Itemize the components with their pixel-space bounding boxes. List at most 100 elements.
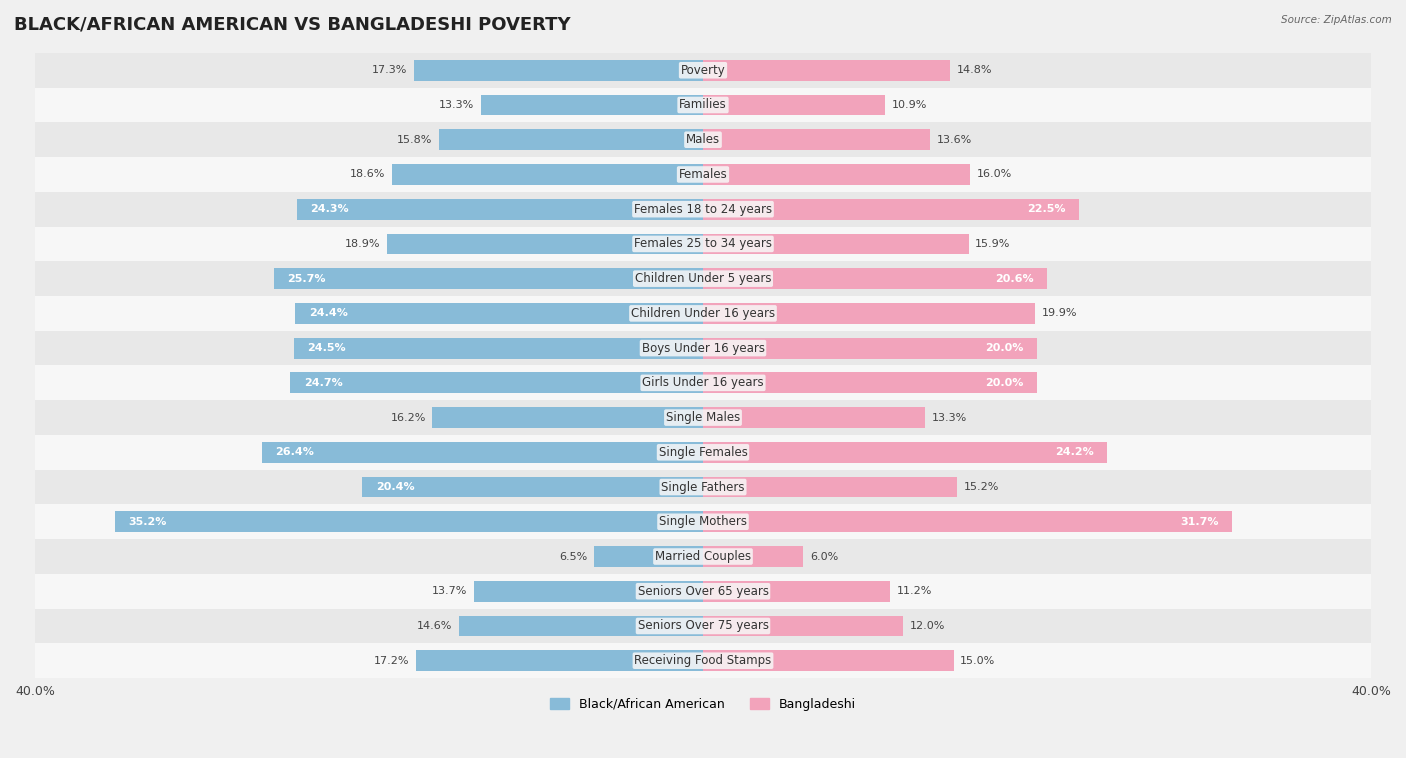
Bar <box>413 60 703 80</box>
Text: Females: Females <box>679 168 727 181</box>
Text: 15.0%: 15.0% <box>960 656 995 666</box>
Bar <box>363 477 703 497</box>
Bar <box>703 512 1233 532</box>
Text: 13.3%: 13.3% <box>932 412 967 422</box>
Bar <box>35 574 1371 609</box>
Text: Children Under 16 years: Children Under 16 years <box>631 307 775 320</box>
Bar <box>703 650 953 671</box>
Text: 15.2%: 15.2% <box>963 482 998 492</box>
Text: 24.7%: 24.7% <box>304 377 343 388</box>
Text: Families: Families <box>679 99 727 111</box>
Bar <box>703 60 950 80</box>
Bar <box>439 130 703 150</box>
Text: 16.0%: 16.0% <box>977 170 1012 180</box>
Bar <box>35 330 1371 365</box>
Bar <box>703 546 803 567</box>
Bar <box>291 372 703 393</box>
Bar <box>35 609 1371 644</box>
Text: 18.9%: 18.9% <box>344 239 381 249</box>
Text: 14.8%: 14.8% <box>957 65 993 75</box>
Legend: Black/African American, Bangladeshi: Black/African American, Bangladeshi <box>546 693 860 716</box>
Bar <box>294 338 703 359</box>
Text: 15.8%: 15.8% <box>396 135 433 145</box>
Text: 13.7%: 13.7% <box>432 586 468 597</box>
Bar <box>703 268 1047 289</box>
Bar <box>474 581 703 602</box>
Text: Seniors Over 65 years: Seniors Over 65 years <box>637 584 769 598</box>
Text: 13.6%: 13.6% <box>936 135 972 145</box>
Text: 20.0%: 20.0% <box>986 343 1024 353</box>
Bar <box>460 615 703 637</box>
Text: 26.4%: 26.4% <box>276 447 315 457</box>
Text: 31.7%: 31.7% <box>1181 517 1219 527</box>
Bar <box>433 407 703 428</box>
Bar <box>703 581 890 602</box>
Text: 24.2%: 24.2% <box>1054 447 1094 457</box>
Text: 6.0%: 6.0% <box>810 552 838 562</box>
Bar <box>703 615 904 637</box>
Bar <box>35 227 1371 262</box>
Bar <box>595 546 703 567</box>
Text: 17.2%: 17.2% <box>374 656 409 666</box>
Text: 24.5%: 24.5% <box>307 343 346 353</box>
Text: 6.5%: 6.5% <box>560 552 588 562</box>
Text: Females 18 to 24 years: Females 18 to 24 years <box>634 202 772 216</box>
Text: 18.6%: 18.6% <box>350 170 385 180</box>
Bar <box>35 192 1371 227</box>
Bar <box>35 88 1371 122</box>
Bar <box>703 130 931 150</box>
Text: Source: ZipAtlas.com: Source: ZipAtlas.com <box>1281 15 1392 25</box>
Bar <box>35 157 1371 192</box>
Bar <box>416 650 703 671</box>
Text: Males: Males <box>686 133 720 146</box>
Bar <box>35 400 1371 435</box>
Text: 24.4%: 24.4% <box>309 309 347 318</box>
Bar <box>262 442 703 462</box>
Bar <box>703 407 925 428</box>
Bar <box>703 338 1038 359</box>
Bar <box>703 303 1035 324</box>
Text: Single Mothers: Single Mothers <box>659 515 747 528</box>
Bar <box>295 303 703 324</box>
Text: Girls Under 16 years: Girls Under 16 years <box>643 377 763 390</box>
Text: Receiving Food Stamps: Receiving Food Stamps <box>634 654 772 667</box>
Text: 24.3%: 24.3% <box>311 204 349 215</box>
Text: 11.2%: 11.2% <box>897 586 932 597</box>
Text: Children Under 5 years: Children Under 5 years <box>634 272 772 285</box>
Text: 14.6%: 14.6% <box>418 621 453 631</box>
Bar <box>35 122 1371 157</box>
Text: 17.3%: 17.3% <box>373 65 408 75</box>
Text: 10.9%: 10.9% <box>891 100 927 110</box>
Bar <box>703 233 969 255</box>
Text: Females 25 to 34 years: Females 25 to 34 years <box>634 237 772 250</box>
Text: Seniors Over 75 years: Seniors Over 75 years <box>637 619 769 632</box>
Bar <box>35 296 1371 330</box>
Text: Poverty: Poverty <box>681 64 725 77</box>
Text: 20.4%: 20.4% <box>375 482 415 492</box>
Bar <box>35 435 1371 470</box>
Bar <box>35 365 1371 400</box>
Text: 13.3%: 13.3% <box>439 100 474 110</box>
Text: 15.9%: 15.9% <box>976 239 1011 249</box>
Text: Single Fathers: Single Fathers <box>661 481 745 493</box>
Bar <box>35 644 1371 678</box>
Bar <box>703 164 970 185</box>
Text: 20.0%: 20.0% <box>986 377 1024 388</box>
Text: 20.6%: 20.6% <box>995 274 1033 283</box>
Text: 35.2%: 35.2% <box>128 517 167 527</box>
Bar <box>387 233 703 255</box>
Text: 22.5%: 22.5% <box>1026 204 1066 215</box>
Bar <box>35 53 1371 88</box>
Bar <box>703 95 884 115</box>
Bar <box>35 262 1371 296</box>
Text: Married Couples: Married Couples <box>655 550 751 563</box>
Text: Boys Under 16 years: Boys Under 16 years <box>641 342 765 355</box>
Text: 19.9%: 19.9% <box>1042 309 1077 318</box>
Bar <box>35 470 1371 504</box>
Bar <box>35 539 1371 574</box>
Bar <box>297 199 703 220</box>
Text: 12.0%: 12.0% <box>910 621 945 631</box>
Text: BLACK/AFRICAN AMERICAN VS BANGLADESHI POVERTY: BLACK/AFRICAN AMERICAN VS BANGLADESHI PO… <box>14 15 571 33</box>
Bar <box>481 95 703 115</box>
Bar <box>703 442 1107 462</box>
